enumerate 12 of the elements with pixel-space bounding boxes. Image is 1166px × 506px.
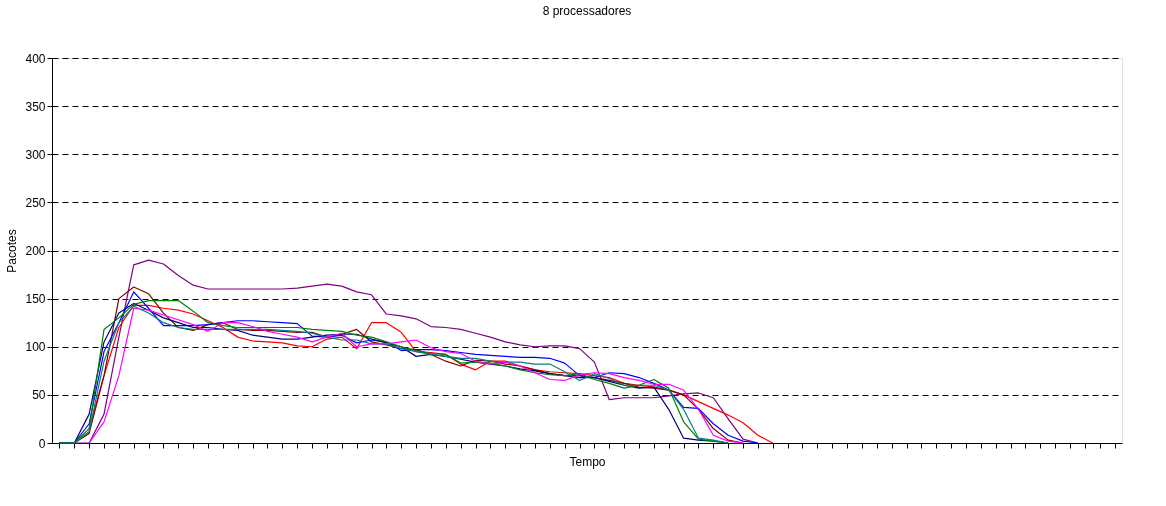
y-tick-label: 400 bbox=[25, 51, 46, 66]
y-tick-label: 100 bbox=[25, 340, 46, 355]
y-tick-label: 0 bbox=[38, 436, 46, 451]
y-tick-label: 50 bbox=[32, 388, 46, 403]
y-axis-title: Pacotes bbox=[5, 229, 20, 273]
y-tick-label: 250 bbox=[25, 195, 46, 210]
y-tick-label: 200 bbox=[25, 244, 46, 258]
y-tick-label: 150 bbox=[25, 292, 46, 307]
y-tick-label: 300 bbox=[25, 147, 46, 162]
chart-title: 8 processadores bbox=[542, 4, 632, 18]
x-axis-title: Tempo bbox=[569, 455, 606, 469]
y-tick-label: 350 bbox=[25, 99, 46, 114]
